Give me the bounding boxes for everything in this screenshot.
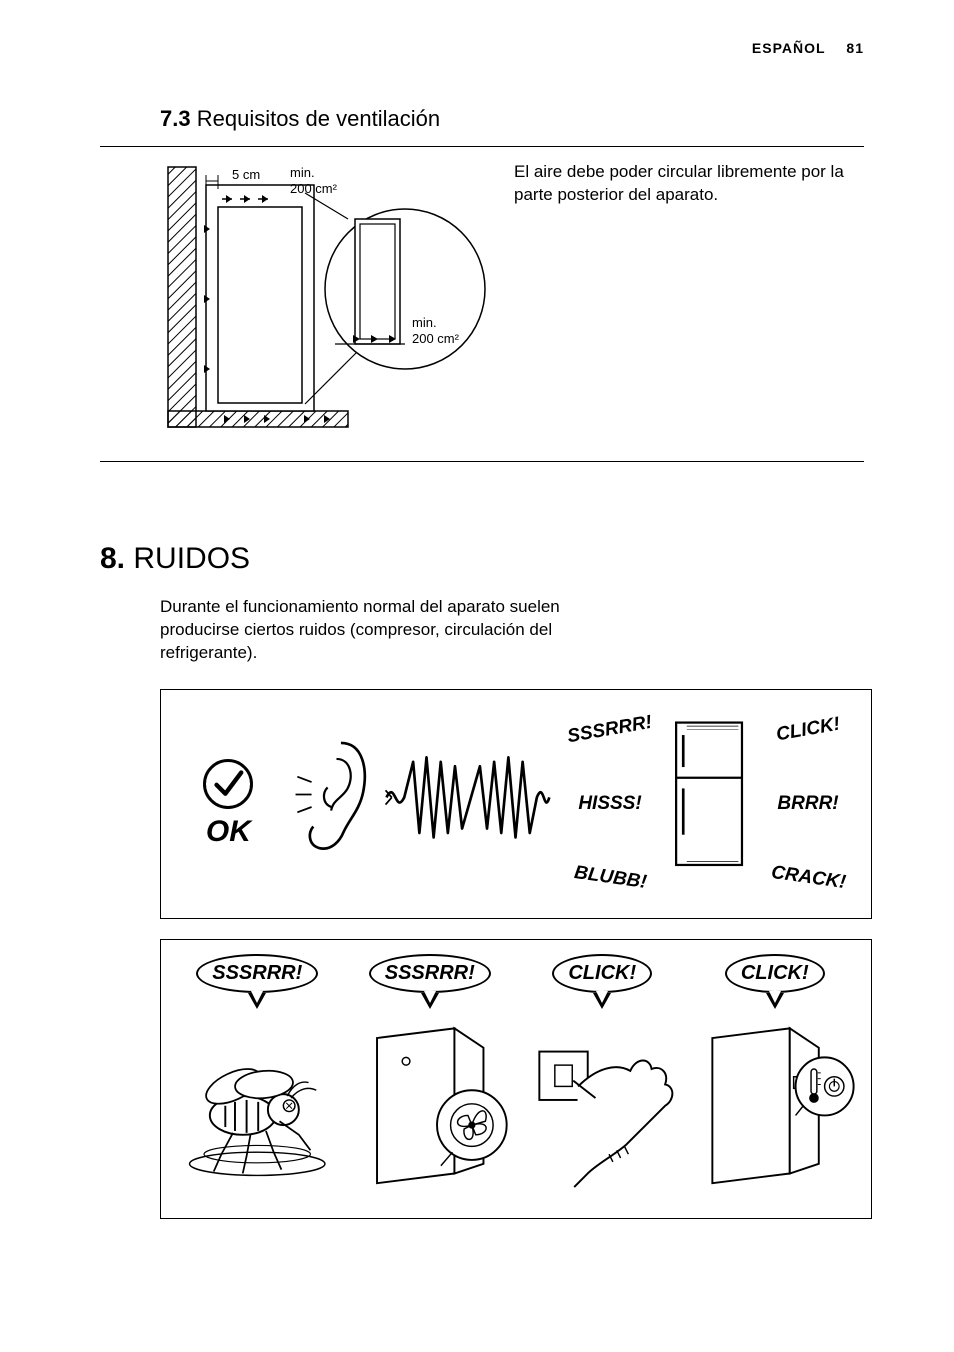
subsection-title: 7.3 Requisitos de ventilación xyxy=(160,106,864,132)
speech-bubble: CLICK! xyxy=(552,954,652,993)
noises-panel-overview: OK SSSRRR! HISSS! BLUBB! xyxy=(160,689,872,919)
noise-word: BLUBB! xyxy=(572,862,647,894)
ok-block: OK xyxy=(175,759,282,849)
ventilation-row: 5 cm min. 200 cm² xyxy=(160,159,864,449)
ventilation-diagram: 5 cm min. 200 cm² xyxy=(160,159,490,449)
svg-text:200 cm²: 200 cm² xyxy=(412,331,460,346)
noises-intro: Durante el funcionamiento normal del apa… xyxy=(160,596,580,665)
hand-switch-icon xyxy=(520,1009,685,1204)
noise-cell: SSSRRR! xyxy=(175,954,340,1204)
svg-text:200 cm²: 200 cm² xyxy=(290,181,338,196)
fridge-thermostat-icon xyxy=(693,1009,858,1204)
ear-icon xyxy=(292,734,372,874)
noise-word: CRACK! xyxy=(769,862,846,894)
divider xyxy=(100,461,864,462)
language-label: ESPAÑOL xyxy=(752,40,826,56)
bubble-tail-icon xyxy=(766,993,784,1009)
noise-cell: SSSRRR! xyxy=(348,954,513,1204)
bubble-tail-icon xyxy=(248,993,266,1009)
subsection-number: 7.3 xyxy=(160,106,191,131)
page-number: 81 xyxy=(846,40,864,56)
noise-words-right: CLICK! BRRR! CRACK! xyxy=(759,719,857,889)
gap-label: 5 cm xyxy=(232,167,260,182)
speech-bubble: SSSRRR! xyxy=(196,954,318,993)
noise-cell: CLICK! xyxy=(520,954,685,1204)
soundwave-icon xyxy=(382,744,551,864)
bubble-tail-icon xyxy=(421,993,439,1009)
noise-word: BRRR! xyxy=(777,793,838,815)
section-number: 8. xyxy=(100,542,125,575)
section-text: RUIDOS xyxy=(133,542,250,575)
speech-bubble: CLICK! xyxy=(725,954,825,993)
fridge-fan-icon xyxy=(348,1009,513,1204)
fly-icon xyxy=(175,1009,340,1204)
speech-bubble: SSSRRR! xyxy=(369,954,491,993)
noise-words-left: SSSRRR! HISSS! BLUBB! xyxy=(561,719,659,889)
page-header: ESPAÑOL 81 xyxy=(100,40,864,56)
noise-word: HISSS! xyxy=(578,793,641,815)
svg-text:min.: min. xyxy=(290,165,315,180)
svg-text:min.: min. xyxy=(412,315,437,330)
noise-word: CLICK! xyxy=(774,713,841,746)
checkmark-icon xyxy=(203,759,253,809)
bubble-tail-icon xyxy=(593,993,611,1009)
ventilation-body: El aire debe poder circular libremente p… xyxy=(514,159,864,449)
noise-word: SSSRRR! xyxy=(566,712,654,749)
noise-cell: CLICK! xyxy=(693,954,858,1204)
subsection-text: Requisitos de ventilación xyxy=(197,106,440,131)
section-title: 8. RUIDOS xyxy=(100,542,864,576)
fridge-icon xyxy=(669,719,749,889)
ok-label: OK xyxy=(175,815,282,849)
noises-panel-sources: SSSRRR! xyxy=(160,939,872,1219)
divider xyxy=(100,146,864,147)
